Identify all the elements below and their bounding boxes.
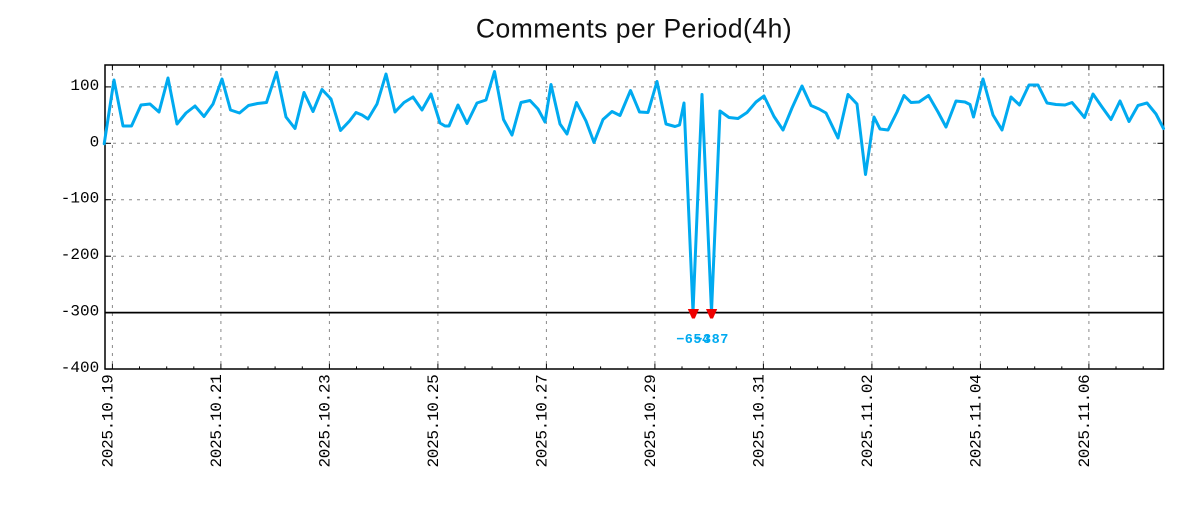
svg-text:Comments per Period(4h): Comments per Period(4h) (476, 14, 792, 44)
svg-text:2025.11.02: 2025.11.02 (859, 375, 877, 468)
svg-text:0: 0 (90, 133, 100, 151)
svg-text:2025.10.25: 2025.10.25 (425, 375, 443, 468)
svg-text:2025.10.27: 2025.10.27 (533, 375, 551, 468)
svg-text:-100: -100 (61, 190, 99, 208)
svg-text:2025.11.04: 2025.11.04 (967, 375, 985, 468)
svg-text:2025.10.29: 2025.10.29 (642, 375, 660, 468)
svg-text:2025.11.06: 2025.11.06 (1076, 375, 1094, 468)
svg-text:-300: -300 (61, 303, 99, 321)
svg-text:2025.10.19: 2025.10.19 (99, 375, 117, 468)
svg-text:-200: -200 (61, 246, 99, 264)
svg-text:2025.10.21: 2025.10.21 (208, 375, 226, 468)
svg-text:-400: -400 (61, 359, 99, 377)
svg-text:2025.10.31: 2025.10.31 (750, 375, 768, 468)
svg-text:2025.10.23: 2025.10.23 (316, 375, 334, 468)
svg-text:−654: −654 (676, 333, 710, 348)
svg-text:−387: −387 (694, 333, 728, 348)
svg-text:100: 100 (70, 77, 99, 95)
